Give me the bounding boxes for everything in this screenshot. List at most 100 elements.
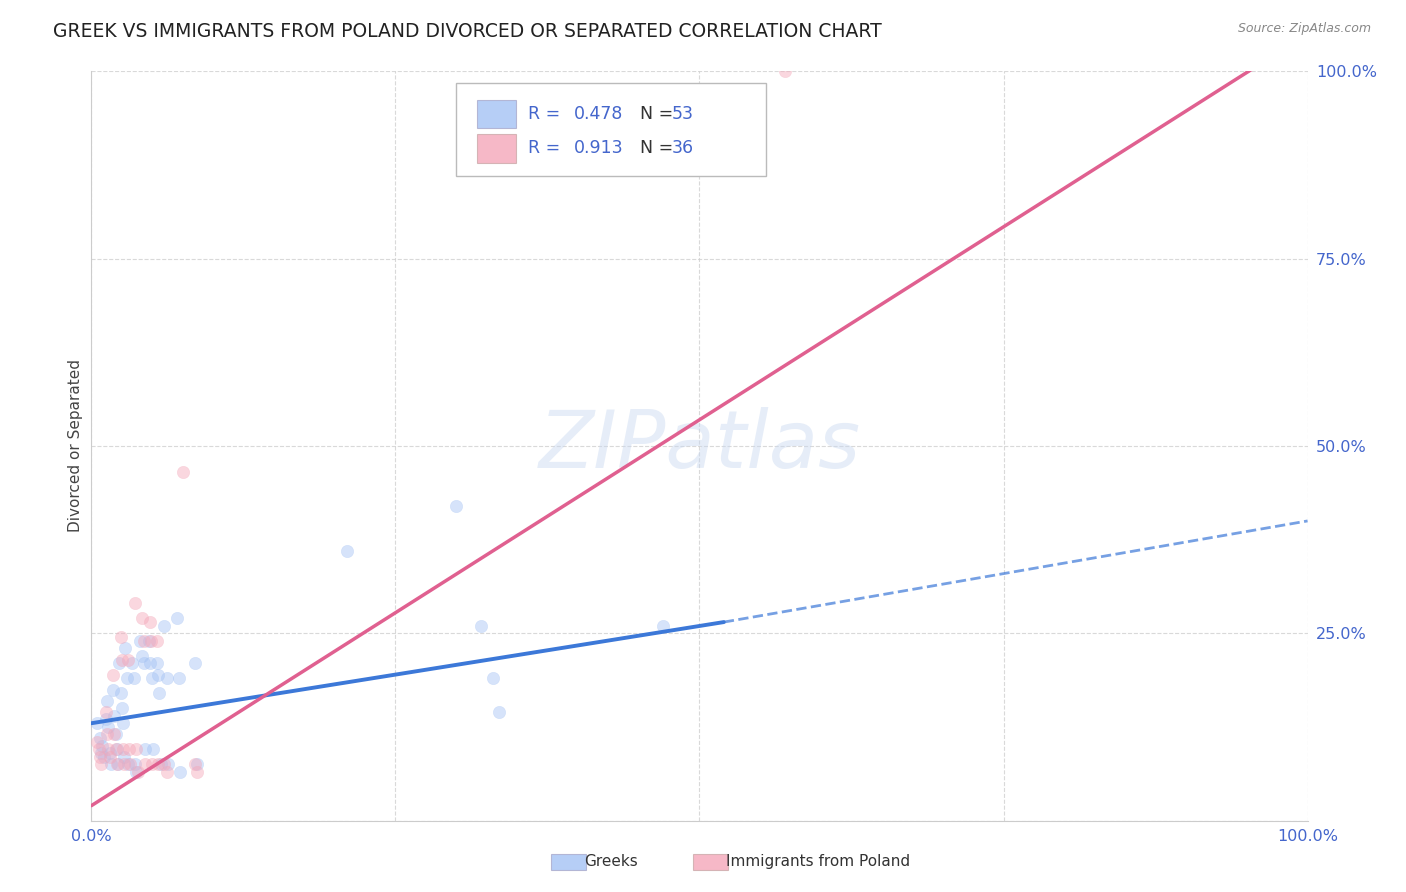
Point bbox=[652, 619, 675, 633]
Point bbox=[139, 615, 162, 629]
Point bbox=[488, 705, 510, 719]
Text: 53: 53 bbox=[672, 105, 693, 123]
FancyBboxPatch shape bbox=[477, 134, 516, 162]
Point bbox=[115, 671, 138, 685]
Point bbox=[336, 544, 359, 558]
Point bbox=[97, 720, 120, 734]
Text: 0.478: 0.478 bbox=[574, 105, 624, 123]
Point bbox=[117, 652, 139, 666]
Point bbox=[166, 611, 188, 625]
Point bbox=[153, 757, 176, 772]
Point bbox=[156, 757, 179, 772]
Point bbox=[90, 757, 112, 772]
Point bbox=[138, 633, 160, 648]
Point bbox=[111, 652, 134, 666]
Point bbox=[86, 716, 108, 731]
Point bbox=[470, 619, 492, 633]
Point bbox=[103, 682, 125, 697]
Point bbox=[111, 701, 134, 715]
Point bbox=[481, 671, 503, 685]
Point bbox=[87, 742, 110, 756]
Point bbox=[111, 742, 134, 756]
Point bbox=[127, 764, 149, 779]
Y-axis label: Divorced or Separated: Divorced or Separated bbox=[67, 359, 83, 533]
Point bbox=[98, 750, 121, 764]
Point bbox=[110, 686, 132, 700]
Point bbox=[94, 705, 117, 719]
Point bbox=[105, 742, 128, 756]
Point bbox=[96, 694, 118, 708]
Point bbox=[141, 757, 163, 772]
Point bbox=[134, 757, 156, 772]
Point bbox=[103, 727, 125, 741]
Point bbox=[91, 739, 114, 753]
Text: N =: N = bbox=[628, 105, 679, 123]
Point bbox=[153, 619, 176, 633]
Point bbox=[148, 757, 170, 772]
Point bbox=[129, 633, 152, 648]
Point bbox=[97, 742, 120, 756]
Text: 36: 36 bbox=[672, 139, 693, 157]
Point bbox=[124, 596, 146, 610]
Point bbox=[184, 657, 207, 671]
Point bbox=[120, 757, 142, 772]
Point bbox=[103, 708, 125, 723]
Point bbox=[149, 757, 172, 772]
Point bbox=[104, 727, 127, 741]
Point bbox=[773, 64, 796, 78]
Point bbox=[131, 611, 153, 625]
Point bbox=[103, 667, 125, 681]
Point bbox=[167, 671, 190, 685]
Point bbox=[100, 757, 122, 772]
Point bbox=[111, 716, 134, 731]
FancyBboxPatch shape bbox=[551, 854, 586, 870]
Point bbox=[134, 742, 156, 756]
Point bbox=[156, 764, 179, 779]
Text: 0.913: 0.913 bbox=[574, 139, 624, 157]
Point bbox=[114, 641, 136, 656]
Point bbox=[90, 746, 112, 760]
Point bbox=[108, 657, 131, 671]
Point bbox=[184, 757, 207, 772]
Point bbox=[117, 757, 139, 772]
Point bbox=[125, 742, 148, 756]
Point bbox=[89, 750, 111, 764]
Point bbox=[131, 648, 153, 663]
Point bbox=[139, 633, 162, 648]
Point bbox=[172, 465, 194, 479]
Point bbox=[141, 671, 163, 685]
Point bbox=[104, 742, 127, 756]
Point bbox=[86, 735, 108, 749]
Point bbox=[148, 686, 170, 700]
Point bbox=[93, 750, 115, 764]
Point bbox=[105, 757, 128, 772]
Point bbox=[107, 757, 129, 772]
Point bbox=[142, 742, 165, 756]
Point bbox=[156, 671, 179, 685]
Point bbox=[146, 633, 169, 648]
Point bbox=[132, 657, 155, 671]
Point bbox=[96, 727, 118, 741]
Text: N =: N = bbox=[628, 139, 679, 157]
Text: Immigrants from Poland: Immigrants from Poland bbox=[727, 855, 910, 870]
Point bbox=[98, 746, 121, 760]
Text: GREEK VS IMMIGRANTS FROM POLAND DIVORCED OR SEPARATED CORRELATION CHART: GREEK VS IMMIGRANTS FROM POLAND DIVORCED… bbox=[53, 22, 882, 41]
Point bbox=[118, 742, 141, 756]
Point bbox=[124, 757, 146, 772]
Point bbox=[122, 671, 145, 685]
Point bbox=[112, 757, 135, 772]
Point bbox=[112, 750, 135, 764]
Text: Greeks: Greeks bbox=[583, 855, 638, 870]
Point bbox=[94, 713, 117, 727]
Point bbox=[186, 764, 208, 779]
Point bbox=[169, 764, 191, 779]
Point bbox=[139, 657, 162, 671]
Text: R =: R = bbox=[529, 139, 565, 157]
Point bbox=[125, 764, 148, 779]
Point bbox=[186, 757, 208, 772]
Text: Source: ZipAtlas.com: Source: ZipAtlas.com bbox=[1237, 22, 1371, 36]
Text: R =: R = bbox=[529, 105, 565, 123]
Point bbox=[148, 667, 170, 681]
FancyBboxPatch shape bbox=[693, 854, 728, 870]
Point bbox=[132, 633, 155, 648]
